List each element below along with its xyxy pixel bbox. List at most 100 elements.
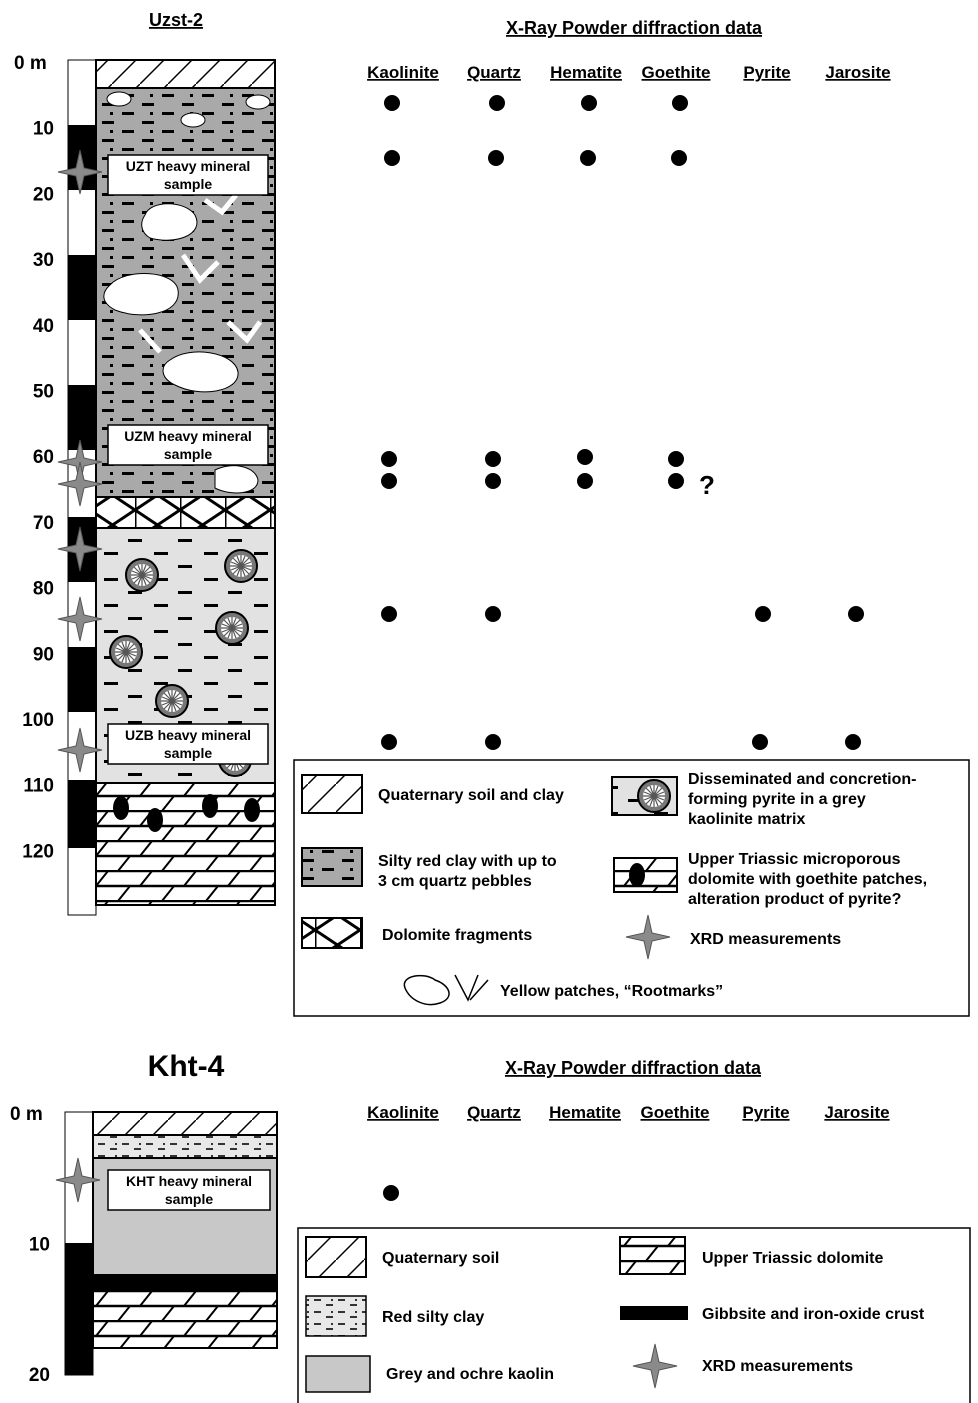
sample-label: UZT heavy mineral bbox=[126, 158, 251, 174]
sample-label: UZB heavy mineral bbox=[125, 727, 251, 743]
xrd-dots-part bbox=[672, 95, 688, 111]
sample-label: UZM heavy mineral bbox=[124, 428, 252, 444]
xrd-dot bbox=[383, 1185, 399, 1201]
pyrite-concretions-part bbox=[156, 685, 188, 717]
xrd-dots-part bbox=[755, 606, 771, 622]
legend-label: Yellow patches, “Rootmarks” bbox=[500, 983, 723, 1000]
legend-box-part bbox=[302, 918, 362, 948]
legend-label: Upper Triassic microporous bbox=[688, 851, 901, 868]
xrd-title: X-Ray Powder diffraction data bbox=[506, 18, 763, 38]
sample-label: KHT heavy mineral bbox=[126, 1173, 252, 1189]
depth-label: 80 bbox=[33, 579, 54, 600]
legend-label: Quaternary soil and clay bbox=[378, 787, 564, 804]
legend-box-part bbox=[638, 780, 670, 812]
legend-label: Quaternary soil bbox=[382, 1250, 499, 1267]
pyrite-concretions-part bbox=[110, 636, 142, 668]
depth-label: 20 bbox=[33, 184, 54, 205]
depth-label: 10 bbox=[29, 1235, 50, 1256]
legend-box-part bbox=[306, 1296, 366, 1336]
xrd-dots-part bbox=[489, 95, 505, 111]
legend-label: Red silty clay bbox=[382, 1309, 484, 1326]
xrd-dots-part bbox=[381, 606, 397, 622]
xrd-dots-part bbox=[485, 473, 501, 489]
xrd-dots-part bbox=[488, 150, 504, 166]
depth-label: 100 bbox=[22, 710, 54, 731]
legend-label: Disseminated and concretion- bbox=[688, 771, 917, 788]
legend-label: Upper Triassic dolomite bbox=[702, 1250, 883, 1267]
mineral-header: Pyrite bbox=[742, 1103, 789, 1122]
depth-label: 0 m bbox=[10, 1104, 43, 1125]
lithology-column-part bbox=[96, 60, 275, 88]
sample-label: sample bbox=[165, 1191, 213, 1207]
depth-labels: 0 m1020 bbox=[10, 1104, 50, 1386]
xrd-dots-part bbox=[485, 734, 501, 750]
legend-box-part bbox=[306, 1237, 366, 1277]
legend-box-part bbox=[620, 1237, 685, 1274]
xrd-title: X-Ray Powder diffraction data bbox=[505, 1058, 762, 1078]
xrd-dots-part bbox=[485, 606, 501, 622]
mineral-header: Quartz bbox=[467, 1103, 521, 1122]
goethite-patches-part bbox=[244, 798, 260, 822]
sample-label: sample bbox=[164, 446, 212, 462]
pebbles-part bbox=[246, 95, 270, 109]
legend-label: dolomite with goethite patches, bbox=[688, 871, 927, 888]
pyrite-concretions-part bbox=[216, 612, 248, 644]
pyrite-concretions-part bbox=[225, 550, 257, 582]
xrd-dots-part bbox=[671, 150, 687, 166]
sample-label: sample bbox=[164, 745, 212, 761]
pebbles-part bbox=[215, 466, 258, 493]
goethite-patches-part bbox=[113, 796, 129, 820]
xrd-dots-part bbox=[381, 451, 397, 467]
legend-label: Gibbsite and iron-oxide crust bbox=[702, 1306, 925, 1323]
depth-label: 30 bbox=[33, 250, 54, 271]
depth-label: 0 m bbox=[14, 53, 47, 74]
legend-box-part bbox=[306, 1356, 370, 1392]
depth-label: 90 bbox=[33, 644, 54, 665]
legend-label: XRD measurements bbox=[702, 1358, 853, 1375]
section-title: Kht-4 bbox=[148, 1050, 225, 1083]
mineral-header: Kaolinite bbox=[367, 63, 439, 82]
lithology-column bbox=[93, 1112, 277, 1348]
legend-box-part bbox=[302, 848, 362, 886]
legend-label: 3 cm quartz pebbles bbox=[378, 873, 532, 890]
legend-box-part bbox=[629, 863, 645, 887]
depth-label: 120 bbox=[22, 841, 54, 862]
mineral-header: Jarosite bbox=[825, 63, 890, 82]
xrd-dots-part bbox=[577, 473, 593, 489]
xrd-dots-part bbox=[668, 451, 684, 467]
goethite-patches-part bbox=[147, 808, 163, 832]
legend-label: XRD measurements bbox=[690, 931, 841, 948]
pyrite-concretions-part bbox=[126, 559, 158, 591]
depth-label: 110 bbox=[23, 776, 54, 797]
depth-label: 10 bbox=[33, 119, 54, 140]
lithology-column-part bbox=[93, 1135, 277, 1158]
lithology-column-part bbox=[93, 1112, 277, 1135]
scale-bar-part bbox=[68, 255, 96, 320]
scale-bar-part bbox=[68, 385, 96, 450]
scale-bar-part bbox=[68, 780, 96, 848]
legend-label: alteration product of pyrite? bbox=[688, 891, 901, 908]
depth-labels: 0 m102030405060708090100110120 bbox=[14, 53, 54, 862]
legend-label: Dolomite fragments bbox=[382, 927, 532, 944]
xrd-dots-part bbox=[752, 734, 768, 750]
mineral-header: Quartz bbox=[467, 63, 521, 82]
mineral-header: Pyrite bbox=[743, 63, 790, 82]
scale-bar bbox=[65, 1112, 93, 1375]
scale-bar-part bbox=[68, 647, 96, 712]
mineral-header: Goethite bbox=[642, 63, 711, 82]
mineral-header: Goethite bbox=[641, 1103, 710, 1122]
depth-label: 70 bbox=[33, 513, 54, 534]
pebbles-part bbox=[142, 204, 197, 240]
xrd-dots-part bbox=[384, 150, 400, 166]
legend-box-part bbox=[620, 1306, 688, 1320]
legend-label: kaolinite matrix bbox=[688, 811, 805, 828]
pebbles-part bbox=[107, 92, 131, 106]
xrd-dots-part bbox=[577, 449, 593, 465]
pebbles-part bbox=[181, 113, 205, 127]
legend-box-part bbox=[302, 775, 362, 813]
legend-label: Grey and ochre kaolin bbox=[386, 1366, 554, 1383]
scale-bar-part bbox=[65, 1243, 93, 1375]
xrd-dots-part bbox=[485, 451, 501, 467]
xrd-dots-part bbox=[580, 150, 596, 166]
